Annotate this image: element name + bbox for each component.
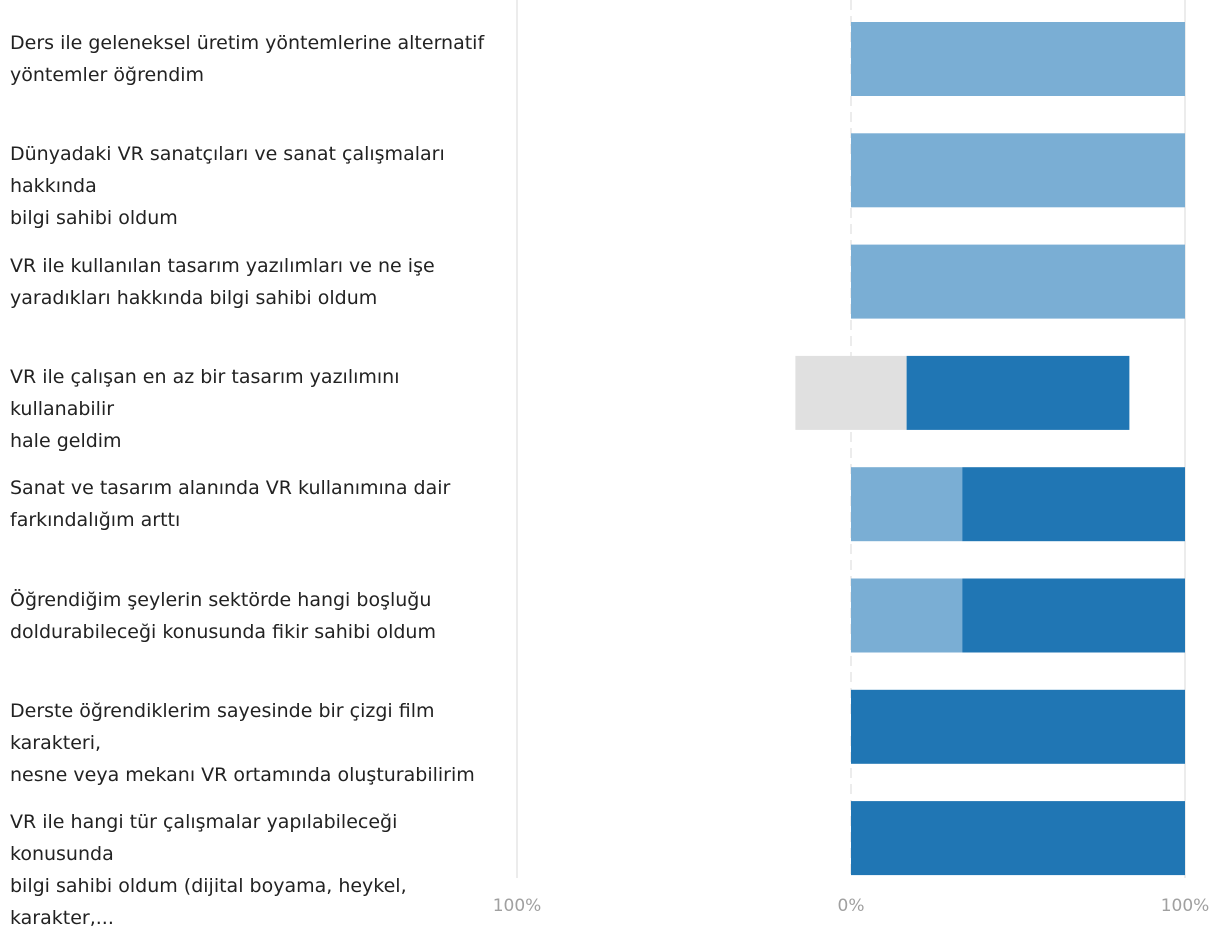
- x-tick-label: 100%: [492, 896, 542, 916]
- x-tick-label: 100%: [1160, 896, 1210, 916]
- category-label: VR ile kullanılan tasarım yazılımları ve…: [10, 254, 435, 309]
- category-label: Dünyadaki VR sanatçıları ve sanat çalışm…: [10, 143, 445, 230]
- category-label: Ders ile geleneksel üretim yöntemlerine …: [10, 32, 485, 86]
- bar-segment-light: [851, 22, 1185, 96]
- x-tick-label: 0%: [837, 896, 865, 916]
- bar-segment-light: [851, 578, 963, 653]
- bar-segment-dark: [851, 801, 1185, 876]
- bar-segment-light: [851, 133, 1185, 208]
- category-label: Öğrendiğim şeylerin sektörde hangi boşlu…: [10, 588, 436, 643]
- category-label: Derste öğrendiklerim sayesinde bir çizgi…: [10, 699, 475, 786]
- bar-segment-dark: [851, 689, 1185, 764]
- category-label: Sanat ve tasarım alanında VR kullanımına…: [10, 477, 451, 532]
- bar-segment-dark: [906, 355, 1130, 430]
- bar-segment-dark: [962, 467, 1185, 542]
- category-label: VR ile çalışan en az bir tasarım yazılım…: [10, 365, 400, 452]
- bar-segment-light: [851, 244, 1185, 319]
- bar-segment-dark: [962, 578, 1185, 653]
- bar-segment-neutral: [795, 355, 907, 430]
- bar-segment-light: [851, 467, 963, 542]
- category-label: VR ile hangi tür çalışmalar yapılabilece…: [10, 811, 407, 930]
